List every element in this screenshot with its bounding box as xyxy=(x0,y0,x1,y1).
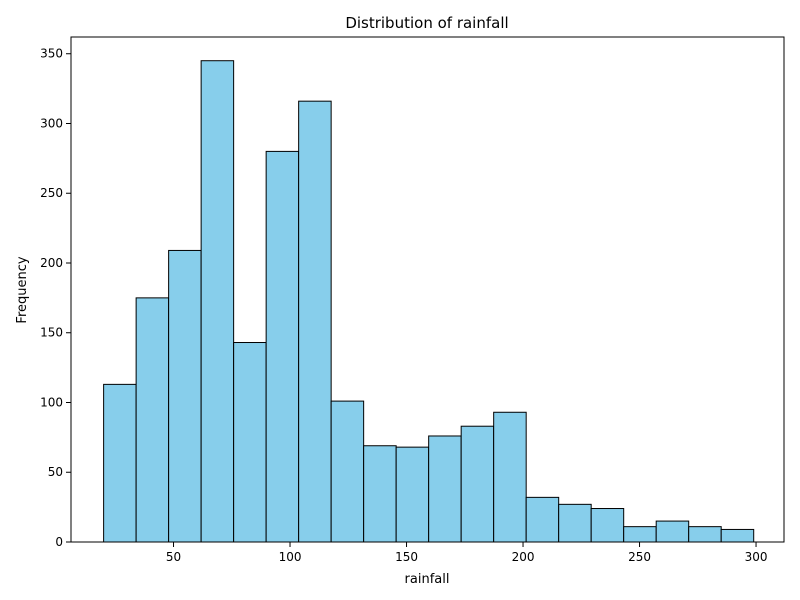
histogram-bar-5 xyxy=(265,150,300,543)
histogram-bar-14 xyxy=(558,503,592,543)
histogram-bar-19 xyxy=(720,528,755,543)
histogram-bar-9 xyxy=(395,446,430,543)
y-axis-ticks: 0 50 100 150 200 250 300 350 xyxy=(40,47,71,549)
histogram-bar-18 xyxy=(688,526,722,543)
x-tick-label: 50 xyxy=(166,550,181,564)
x-tick-label: 100 xyxy=(279,550,302,564)
y-axis-label: Frequency xyxy=(15,256,30,323)
chart-title: Distribution of rainfall xyxy=(345,14,508,32)
histogram-bar-11 xyxy=(460,425,495,543)
histogram-bar-10 xyxy=(428,435,462,543)
histogram-bar-6 xyxy=(298,100,332,543)
histogram-bar-8 xyxy=(363,445,397,543)
y-tick-label: 250 xyxy=(40,186,63,200)
histogram-bar-17 xyxy=(655,520,690,543)
x-tick-label: 300 xyxy=(745,550,768,564)
y-tick-label: 100 xyxy=(40,395,63,409)
histogram-bar-12 xyxy=(493,411,527,543)
x-tick-label: 200 xyxy=(512,550,535,564)
y-tick-label: 350 xyxy=(40,47,63,61)
y-tick-label: 200 xyxy=(40,256,63,270)
plot-frame xyxy=(70,36,785,543)
x-axis-label: rainfall xyxy=(405,572,450,587)
y-tick-label: 300 xyxy=(40,116,63,130)
histogram-bar-2 xyxy=(168,249,202,543)
histogram-bar-4 xyxy=(233,342,267,543)
histogram-bar-16 xyxy=(623,526,657,543)
y-tick-label: 150 xyxy=(40,326,63,340)
histogram-bar-0 xyxy=(103,383,137,543)
bars-group xyxy=(103,60,755,543)
y-tick-label: 50 xyxy=(48,465,63,479)
x-tick-label: 250 xyxy=(628,550,651,564)
x-axis-ticks: 50 100 150 200 250 300 xyxy=(166,542,768,564)
histogram-bar-13 xyxy=(525,496,560,543)
histogram-bar-3 xyxy=(200,60,235,543)
y-tick-label: 0 xyxy=(55,535,63,549)
x-tick-label: 150 xyxy=(395,550,418,564)
histogram-bar-7 xyxy=(330,400,365,543)
histogram-bar-15 xyxy=(590,508,625,543)
histogram-bar-1 xyxy=(135,297,170,543)
